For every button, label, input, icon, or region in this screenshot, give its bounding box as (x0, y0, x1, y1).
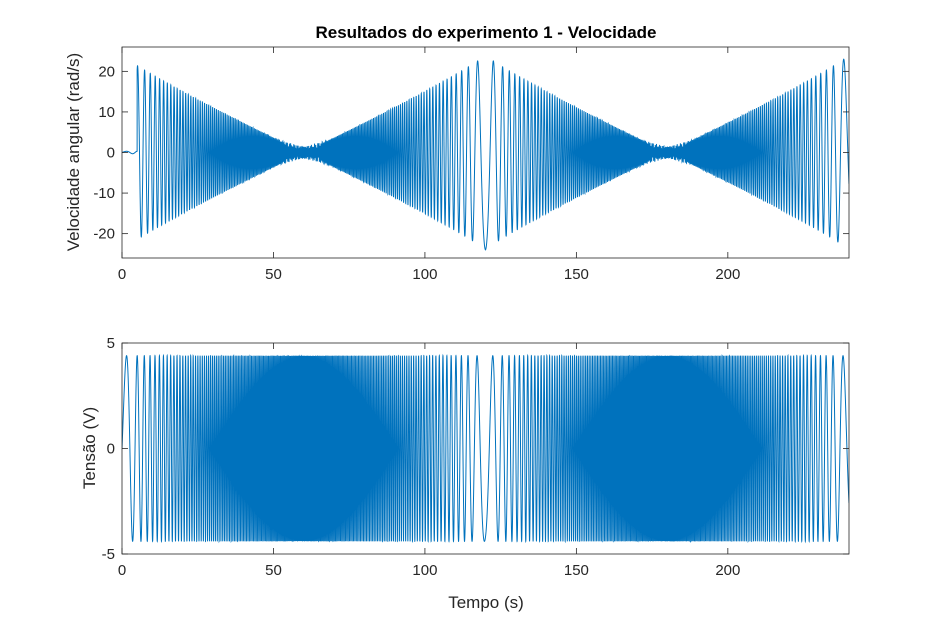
velocity-y-tick-label: -10 (93, 185, 115, 202)
voltage-x-tick-label: 200 (715, 562, 740, 579)
velocity-x-ticks: 0 50 100 150 200 (118, 47, 740, 283)
voltage-x-axis-label: Tempo (s) (448, 593, 524, 612)
velocity-y-tick-label: -20 (93, 226, 115, 243)
voltage-y-tick-label: 5 (107, 335, 115, 352)
voltage-x-ticks: 0 50 100 150 200 (118, 343, 740, 579)
voltage-y-tick-label: 0 (107, 441, 115, 458)
velocity-series-line (122, 58, 849, 251)
velocity-y-ticks: -20 -10 0 10 20 (93, 63, 849, 243)
velocity-x-tick-label: 50 (265, 266, 282, 283)
velocity-y-axis-label: Velocidade angular (rad/s) (64, 53, 83, 251)
velocity-x-tick-label: 200 (715, 266, 740, 283)
velocity-y-tick-label: 10 (98, 104, 115, 121)
voltage-y-axis-label: Tensão (V) (80, 407, 99, 489)
velocity-chart-title: Resultados do experimento 1 - Velocidade (315, 23, 656, 42)
voltage-axes: 0 50 100 150 200 -505 Tempo (s) Tensão (V) (80, 335, 850, 612)
voltage-series-line (122, 353, 849, 544)
velocity-y-tick-label: 0 (107, 145, 115, 162)
voltage-y-ticks: -5 0 5 (102, 335, 849, 563)
velocity-axes: 0 50 100 150 200 -20 -10 0 10 20 Resultados do e… (64, 23, 850, 283)
voltage-y-tick-label: -5 (102, 546, 115, 563)
velocity-y-tick-label: 20 (98, 63, 115, 80)
voltage-x-tick-label: 0 (118, 562, 126, 579)
velocity-x-tick-label: 100 (412, 266, 437, 283)
velocity-x-tick-label: 0 (118, 266, 126, 283)
voltage-x-tick-label: 150 (564, 562, 589, 579)
voltage-x-tick-label: 50 (265, 562, 282, 579)
velocity-x-tick-label: 150 (564, 266, 589, 283)
voltage-x-tick-label: 100 (412, 562, 437, 579)
